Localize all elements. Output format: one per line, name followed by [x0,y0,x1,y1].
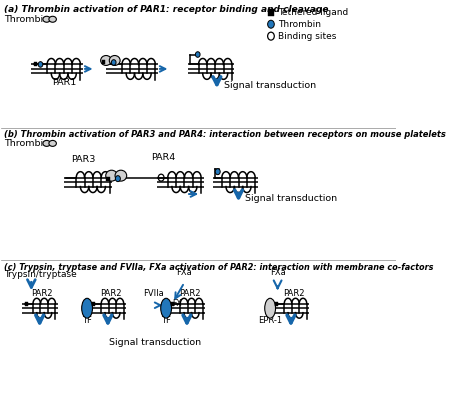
Text: FXa: FXa [176,268,192,278]
Text: Thrombin: Thrombin [4,139,49,148]
Text: PAR2: PAR2 [100,289,121,298]
Circle shape [215,169,220,175]
Ellipse shape [106,170,118,181]
Circle shape [115,175,120,181]
Text: Signal transduction: Signal transduction [224,81,316,90]
Text: Thrombin: Thrombin [278,20,320,29]
Text: TF: TF [161,316,171,325]
Text: PAR3: PAR3 [71,155,95,164]
Text: FXa: FXa [270,268,285,278]
Text: Trypsin/tryptase: Trypsin/tryptase [4,270,77,279]
Bar [275,302,278,306]
Text: (c) Trypsin, tryptase and FVIIa, FXa activation of PAR2: interaction with membra: (c) Trypsin, tryptase and FVIIa, FXa act… [4,262,433,272]
Bar [34,62,37,66]
Ellipse shape [115,170,127,181]
Text: TF: TF [82,316,92,325]
Circle shape [38,62,43,67]
Bar [171,302,174,306]
Ellipse shape [82,298,92,318]
Circle shape [268,20,274,28]
Text: FX: FX [172,299,182,308]
Bar [268,9,274,16]
Text: (a) Thrombin activation of PAR1: receptor binding and cleavage: (a) Thrombin activation of PAR1: recepto… [4,6,328,14]
Text: Signal transduction: Signal transduction [245,194,337,203]
Text: PAR2: PAR2 [283,289,304,298]
Ellipse shape [49,141,56,146]
Ellipse shape [264,298,275,318]
Text: (b) Thrombin activation of PAR3 and PAR4: interaction between receptors on mouse: (b) Thrombin activation of PAR3 and PAR4… [4,131,446,139]
Bar [92,302,95,306]
Ellipse shape [161,298,172,318]
Text: PAR2: PAR2 [179,289,200,298]
Text: PAR1: PAR1 [52,78,76,87]
Bar [102,60,105,64]
Text: Tethered ligand: Tethered ligand [278,8,348,17]
Ellipse shape [43,141,50,146]
Text: Thrombin: Thrombin [4,15,49,24]
Ellipse shape [100,56,111,66]
Text: Signal transduction: Signal transduction [109,339,201,347]
Ellipse shape [43,16,50,22]
Text: Binding sites: Binding sites [278,32,336,40]
Circle shape [111,60,116,65]
Ellipse shape [49,16,56,22]
Circle shape [195,52,200,57]
Bar [25,302,28,306]
Ellipse shape [109,56,120,66]
Text: PAR2: PAR2 [31,289,53,298]
Bar [106,177,109,181]
Text: FVIIa: FVIIa [143,289,164,298]
Text: EPR-1: EPR-1 [258,316,282,325]
Text: PAR4: PAR4 [152,153,176,162]
